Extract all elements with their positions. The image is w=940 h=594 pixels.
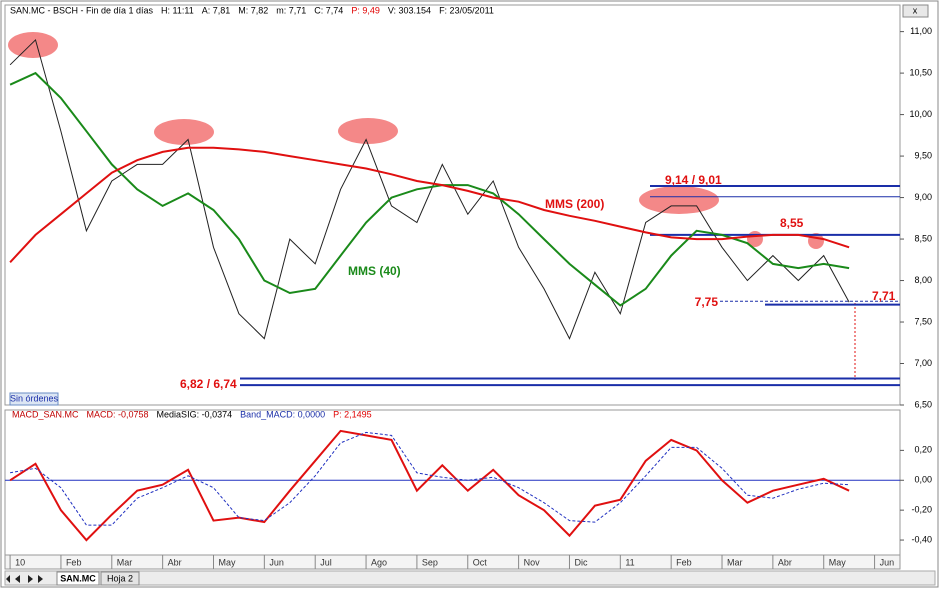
annotation: 7,71: [872, 289, 896, 303]
header-item: MACD_SAN.MC: [12, 409, 79, 419]
x-tick-label: Jun: [880, 557, 895, 567]
y-tick-label: 9,00: [914, 192, 932, 202]
header-item: C: 7,74: [314, 5, 343, 15]
y-tick-label: -0,20: [911, 505, 932, 515]
y-tick-label: 10,50: [909, 67, 932, 77]
x-tick-label: May: [829, 557, 847, 567]
close-button[interactable]: [902, 4, 929, 18]
price-panel: [4, 4, 901, 406]
highlight: [639, 186, 719, 214]
y-tick-label: 11,00: [910, 26, 932, 36]
y-tick-label: 8,00: [914, 275, 932, 285]
nav-prev[interactable]: [15, 575, 20, 583]
macd-panel: [4, 409, 901, 556]
annotation: 7,75: [695, 295, 719, 309]
header-item: F: 23/05/2011: [439, 5, 494, 15]
x-tick-label: Dic: [574, 557, 587, 567]
x-tick-label: Abr: [778, 557, 792, 567]
x-tick-label: Abr: [168, 557, 182, 567]
annotation: 6,82 / 6,74: [180, 377, 237, 391]
x-tick-label: Mar: [117, 557, 133, 567]
orders-button-label: Sin órdenes: [10, 393, 59, 403]
header-item: P: 2,1495: [333, 409, 372, 419]
highlight: [338, 118, 398, 144]
close-icon: x: [913, 5, 918, 15]
x-tick-label: Sep: [422, 557, 438, 567]
x-tick-label: 11: [625, 557, 634, 567]
header-item: M: 7,82: [238, 5, 268, 15]
tab[interactable]: [100, 571, 140, 586]
x-tick-label: Feb: [676, 557, 692, 567]
header-item: V: 303.154: [388, 5, 431, 15]
nav-first[interactable]: [6, 575, 10, 583]
x-tick-label: Feb: [66, 557, 82, 567]
y-tick-label: 0,20: [914, 445, 932, 455]
tab-nav: [6, 575, 43, 583]
orders-button[interactable]: [9, 392, 59, 406]
annotation: 9,14 / 9,01: [665, 173, 722, 187]
nav-last[interactable]: [38, 575, 43, 583]
header-item: H: 11:11: [161, 5, 194, 15]
y-tick-label: 10,00: [909, 109, 932, 119]
header-item: Band_MACD: 0,0000: [240, 409, 325, 419]
x-tick-label: Mar: [727, 557, 743, 567]
y-tick-label: 8,50: [914, 233, 932, 243]
x-tick-label: Oct: [473, 557, 488, 567]
series-line: [9, 429, 850, 542]
series-line: [9, 71, 850, 307]
highlight: [8, 32, 58, 58]
date-strip: [4, 554, 901, 570]
annotation: 8,55: [780, 216, 804, 230]
highlights: [8, 32, 824, 249]
x-tick-label: Ago: [371, 557, 387, 567]
highlight: [154, 119, 214, 145]
series-line: [9, 146, 850, 263]
y-tick-label: 6,50: [914, 399, 932, 409]
y-tick-label: 7,50: [914, 316, 932, 326]
nav-next[interactable]: [28, 575, 33, 583]
y-tick-label: -0,40: [911, 534, 932, 544]
header-item: MediaSIG: -0,0374: [157, 409, 233, 419]
x-tick-label: 10: [15, 557, 25, 567]
header-item: SAN.MC - BSCH - Fin de día 1 días: [10, 5, 154, 15]
series-line: [9, 38, 850, 340]
header-item: MACD: -0,0758: [87, 409, 149, 419]
x-tick-label: Jul: [320, 557, 332, 567]
series-label: MMS (200): [545, 197, 604, 211]
y-tick-label: 0,00: [914, 475, 932, 485]
tab-label: Hoja 2: [107, 573, 133, 583]
y-tick-label: 9,50: [914, 150, 932, 160]
tab-label: SAN.MC: [60, 573, 96, 583]
y-tick-label: 7,00: [914, 358, 932, 368]
x-tick-label: Jun: [269, 557, 284, 567]
header-item: A: 7,81: [202, 5, 231, 15]
tab[interactable]: [56, 571, 100, 586]
series-line: [10, 431, 850, 526]
header-item: m: 7,71: [276, 5, 306, 15]
header-item: P: 9,49: [351, 5, 380, 15]
x-tick-label: Nov: [524, 557, 541, 567]
x-tick-label: May: [218, 557, 236, 567]
series-label: MMS (40): [348, 264, 401, 278]
tab-bar: [4, 570, 936, 586]
